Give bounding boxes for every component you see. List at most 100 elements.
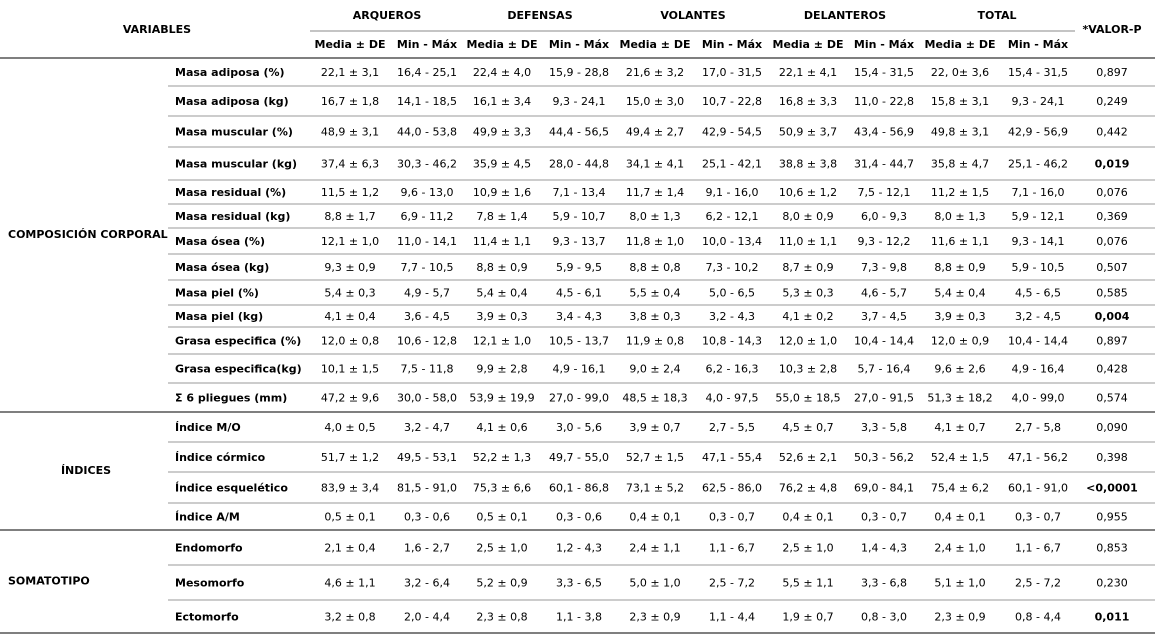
cell: 73,1 ± 5,2: [626, 482, 684, 495]
sub-header: Media ± DE: [620, 38, 691, 51]
cell: 8,0 ± 1,3: [934, 210, 985, 223]
cell: 38,8 ± 3,8: [779, 158, 837, 171]
cell: 15,0 ± 3,0: [626, 95, 684, 108]
sub-header: Media ± DE: [467, 38, 538, 51]
cell: 9,3 - 24,1: [553, 95, 606, 108]
cell: 4,6 ± 1,1: [324, 577, 375, 590]
cell: 11,0 - 22,8: [854, 95, 914, 108]
cell: 5,4 ± 0,4: [934, 287, 985, 300]
cell: 3,9 ± 0,3: [476, 310, 527, 323]
cell: 3,4 - 4,3: [556, 310, 602, 323]
sub-header: Media ± DE: [315, 38, 386, 51]
cell: 30,0 - 58,0: [397, 392, 457, 405]
cell: 9,3 - 13,7: [553, 235, 606, 248]
row-label: Masa residual (%): [175, 186, 286, 199]
sub-header: Min - Máx: [702, 38, 762, 51]
cell: 4,1 ± 0,4: [324, 310, 375, 323]
cell: 9,0 ± 2,4: [629, 363, 680, 376]
p-value: 0,398: [1096, 451, 1128, 464]
cell: 8,8 ± 0,9: [476, 261, 527, 274]
cell: 3,7 - 4,5: [861, 310, 907, 323]
cell: 27,0 - 99,0: [549, 392, 609, 405]
cell: 47,2 ± 9,6: [321, 392, 379, 405]
cell: 0,8 - 4,4: [1015, 611, 1061, 624]
cell: 22,1 ± 4,1: [779, 66, 837, 79]
cell: 2,5 - 7,2: [1015, 577, 1061, 590]
cell: 42,9 - 56,9: [1008, 126, 1068, 139]
cell: 1,6 - 2,7: [404, 542, 450, 555]
cell: 34,1 ± 4,1: [626, 158, 684, 171]
cell: 49,9 ± 3,3: [473, 126, 531, 139]
cell: 9,3 - 24,1: [1012, 95, 1065, 108]
cell: 15,9 - 28,8: [549, 66, 609, 79]
cell: 49,5 - 53,1: [397, 451, 457, 464]
sub-header: Media ± DE: [773, 38, 844, 51]
cell: 7,1 - 13,4: [553, 186, 606, 199]
cell: 4,9 - 16,4: [1012, 363, 1065, 376]
cell: 50,3 - 56,2: [854, 451, 914, 464]
cell: 4,0 ± 0,5: [324, 421, 375, 434]
cell: 16,7 ± 1,8: [321, 95, 379, 108]
row-label: Masa adiposa (kg): [175, 95, 289, 108]
cell: 11,8 ± 1,0: [626, 235, 684, 248]
cell: 6,2 - 12,1: [706, 210, 759, 223]
sub-header: Min - Máx: [549, 38, 609, 51]
group-header: VOLANTES: [660, 9, 725, 22]
cell: 8,0 ± 0,9: [782, 210, 833, 223]
cell: 5,9 - 12,1: [1012, 210, 1065, 223]
cell: 9,6 - 13,0: [401, 186, 454, 199]
cell: 1,4 - 4,3: [861, 542, 907, 555]
section-label: ÍNDICES: [61, 464, 111, 477]
cell: 1,2 - 4,3: [556, 542, 602, 555]
cell: 2,4 ± 1,1: [629, 542, 680, 555]
p-value: 0,897: [1096, 66, 1128, 79]
cell: 15,4 - 31,5: [1008, 66, 1068, 79]
cell: 12,0 ± 0,9: [931, 335, 989, 348]
cell: 52,6 ± 2,1: [779, 451, 837, 464]
cell: 1,9 ± 0,7: [782, 611, 833, 624]
row-label: Masa ósea (%): [175, 235, 265, 248]
cell: 12,0 ± 0,8: [321, 335, 379, 348]
cell: 28,0 - 44,8: [549, 158, 609, 171]
cell: 52,2 ± 1,3: [473, 451, 531, 464]
cell: 7,3 - 9,8: [861, 261, 907, 274]
cell: 3,2 - 4,7: [404, 421, 450, 434]
cell: 3,2 - 4,5: [1015, 310, 1061, 323]
p-value: 0,585: [1096, 287, 1128, 300]
cell: 5,3 ± 0,3: [782, 287, 833, 300]
row-label: Masa adiposa (%): [175, 66, 285, 79]
pvalue-header: *VALOR-P: [1082, 23, 1141, 36]
cell: 4,0 - 99,0: [1012, 392, 1065, 405]
cell: 5,7 - 16,4: [858, 363, 911, 376]
cell: 60,1 - 91,0: [1008, 482, 1068, 495]
cell: 48,5 ± 18,3: [622, 392, 687, 405]
cell: 7,5 - 11,8: [401, 363, 454, 376]
cell: 9,9 ± 2,8: [476, 363, 527, 376]
cell: 22,4 ± 4,0: [473, 66, 531, 79]
cell: 9,1 - 16,0: [706, 186, 759, 199]
cell: 8,8 ± 0,9: [934, 261, 985, 274]
row-label: Índice córmico: [175, 451, 266, 464]
row-label: Índice M/O: [175, 421, 241, 434]
cell: 0,3 - 0,7: [709, 511, 755, 524]
cell: 0,8 - 3,0: [861, 611, 907, 624]
cell: 10,3 ± 2,8: [779, 363, 837, 376]
cell: 3,3 - 6,5: [556, 577, 602, 590]
cell: 2,4 ± 1,0: [934, 542, 985, 555]
cell: 48,9 ± 3,1: [321, 126, 379, 139]
cell: 11,6 ± 1,1: [931, 235, 989, 248]
cell: 5,4 ± 0,3: [324, 287, 375, 300]
cell: 8,7 ± 0,9: [782, 261, 833, 274]
cell: 49,7 - 55,0: [549, 451, 609, 464]
cell: 0,5 ± 0,1: [324, 511, 375, 524]
cell: 75,4 ± 6,2: [931, 482, 989, 495]
cell: 3,2 - 4,3: [709, 310, 755, 323]
p-value: 0,076: [1096, 235, 1128, 248]
cell: 22,1 ± 3,1: [321, 66, 379, 79]
cell: 4,1 ± 0,2: [782, 310, 833, 323]
p-value: 0,853: [1096, 542, 1128, 555]
cell: 44,4 - 56,5: [549, 126, 609, 139]
cell: 3,6 - 4,5: [404, 310, 450, 323]
cell: 35,9 ± 4,5: [473, 158, 531, 171]
